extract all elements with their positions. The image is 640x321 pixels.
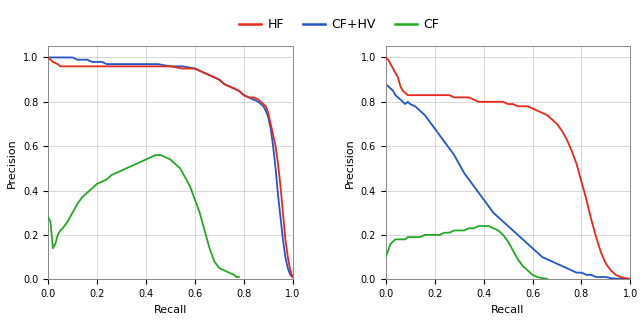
- Y-axis label: Precision: Precision: [345, 138, 355, 188]
- X-axis label: Recall: Recall: [154, 305, 187, 315]
- Y-axis label: Precision: Precision: [7, 138, 17, 188]
- Legend: HF, CF+HV, CF: HF, CF+HV, CF: [234, 13, 444, 36]
- X-axis label: Recall: Recall: [492, 305, 525, 315]
